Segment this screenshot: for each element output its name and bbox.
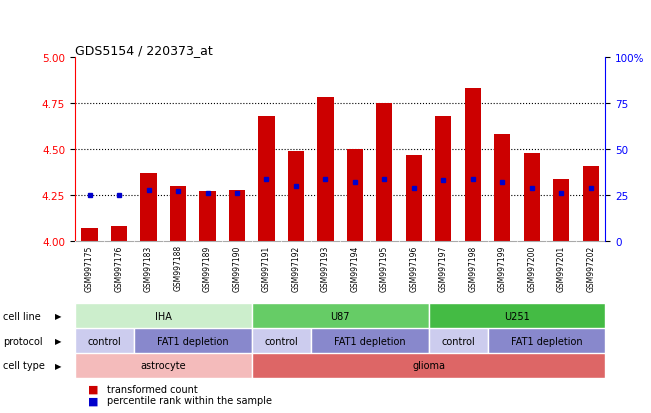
Bar — [141, 173, 157, 242]
Text: ▶: ▶ — [55, 361, 62, 370]
Bar — [436, 116, 451, 242]
Text: GSM997176: GSM997176 — [115, 244, 124, 291]
Bar — [376, 104, 393, 242]
Bar — [258, 116, 275, 242]
Text: cell type: cell type — [3, 361, 45, 370]
Text: FAT1 depletion: FAT1 depletion — [334, 336, 406, 346]
Text: ▶: ▶ — [55, 336, 62, 345]
Bar — [583, 166, 599, 242]
Bar — [494, 135, 510, 242]
Text: GSM997197: GSM997197 — [439, 244, 448, 291]
Text: GSM997199: GSM997199 — [498, 244, 506, 291]
Bar — [75, 328, 134, 353]
Text: control: control — [264, 336, 298, 346]
Text: FAT1 depletion: FAT1 depletion — [157, 336, 229, 346]
Text: GSM997189: GSM997189 — [203, 244, 212, 291]
Bar — [488, 328, 605, 353]
Text: GSM997190: GSM997190 — [232, 244, 242, 291]
Bar — [81, 229, 98, 242]
Text: glioma: glioma — [412, 361, 445, 370]
Bar — [229, 190, 245, 242]
Bar — [523, 153, 540, 242]
Text: GSM997193: GSM997193 — [321, 244, 330, 291]
Bar — [75, 304, 252, 328]
Text: U251: U251 — [504, 311, 530, 321]
Text: GDS5154 / 220373_at: GDS5154 / 220373_at — [75, 44, 213, 57]
Bar — [252, 353, 605, 378]
Text: astrocyte: astrocyte — [141, 361, 186, 370]
Bar — [428, 304, 605, 328]
Bar — [311, 328, 428, 353]
Text: GSM997201: GSM997201 — [557, 244, 566, 291]
Bar — [406, 155, 422, 242]
Bar — [252, 328, 311, 353]
Text: cell line: cell line — [3, 311, 41, 321]
Bar — [465, 89, 481, 242]
Text: GSM997195: GSM997195 — [380, 244, 389, 291]
Text: GSM997192: GSM997192 — [292, 244, 300, 291]
Bar — [317, 98, 333, 242]
Text: protocol: protocol — [3, 336, 43, 346]
Text: ■: ■ — [88, 384, 98, 394]
Text: GSM997196: GSM997196 — [409, 244, 419, 291]
Bar — [134, 328, 252, 353]
Text: GSM997183: GSM997183 — [144, 244, 153, 291]
Text: transformed count: transformed count — [107, 384, 198, 394]
Bar — [347, 150, 363, 242]
Bar — [199, 192, 215, 242]
Text: GSM997191: GSM997191 — [262, 244, 271, 291]
Bar — [553, 179, 570, 242]
Text: GSM997202: GSM997202 — [586, 244, 595, 291]
Text: GSM997175: GSM997175 — [85, 244, 94, 291]
Text: FAT1 depletion: FAT1 depletion — [510, 336, 582, 346]
Text: IHA: IHA — [155, 311, 172, 321]
Text: percentile rank within the sample: percentile rank within the sample — [107, 396, 272, 406]
Text: control: control — [441, 336, 475, 346]
Text: control: control — [87, 336, 121, 346]
Bar — [428, 328, 488, 353]
Bar — [252, 304, 428, 328]
Bar — [111, 227, 127, 242]
Text: ■: ■ — [88, 396, 98, 406]
Text: U87: U87 — [331, 311, 350, 321]
Text: GSM997194: GSM997194 — [350, 244, 359, 291]
Bar — [75, 353, 252, 378]
Text: GSM997200: GSM997200 — [527, 244, 536, 291]
Text: GSM997188: GSM997188 — [174, 244, 182, 291]
Bar — [288, 152, 304, 242]
Bar — [170, 187, 186, 242]
Text: ▶: ▶ — [55, 311, 62, 320]
Text: GSM997198: GSM997198 — [468, 244, 477, 291]
